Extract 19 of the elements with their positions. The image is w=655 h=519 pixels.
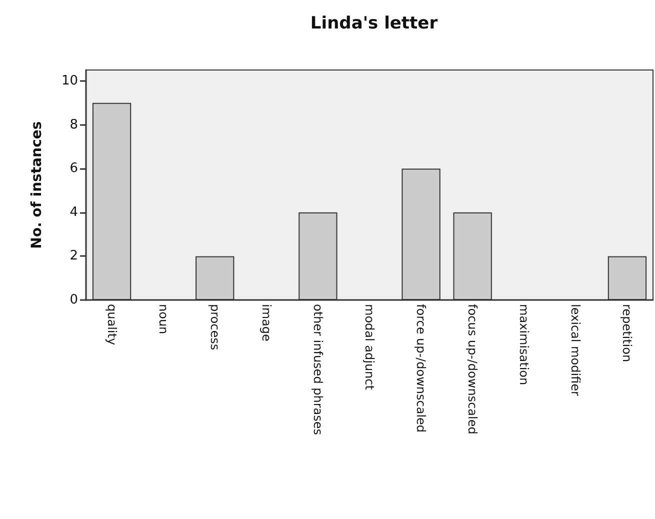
- y-tick-label: 2: [70, 248, 78, 264]
- y-tick-label: 10: [61, 73, 78, 88]
- y-tick-label: 6: [70, 161, 78, 176]
- x-tick-label: maximisation: [517, 304, 532, 386]
- x-tick-label: noun: [156, 304, 170, 334]
- x-tick-label: quality: [104, 304, 119, 346]
- x-tick-label: focus up-/downscaled: [466, 304, 480, 434]
- chart-title: Linda's letter: [310, 14, 438, 34]
- x-tick-label: repetition: [620, 304, 634, 362]
- x-tick-label: other infused phrases: [310, 304, 325, 436]
- x-tick-label: lexical modifier: [568, 304, 583, 396]
- y-tick-label: 0: [70, 292, 78, 308]
- x-tick-label: image: [259, 304, 274, 342]
- x-tick-label: process: [208, 304, 222, 350]
- y-axis-title: No. of instances: [29, 121, 45, 249]
- x-tick-label: modal adjunct: [362, 304, 376, 390]
- y-tick-label: 8: [70, 117, 78, 132]
- x-tick-label: force up-/downscaled: [414, 304, 428, 433]
- y-tick-label: 4: [70, 204, 78, 220]
